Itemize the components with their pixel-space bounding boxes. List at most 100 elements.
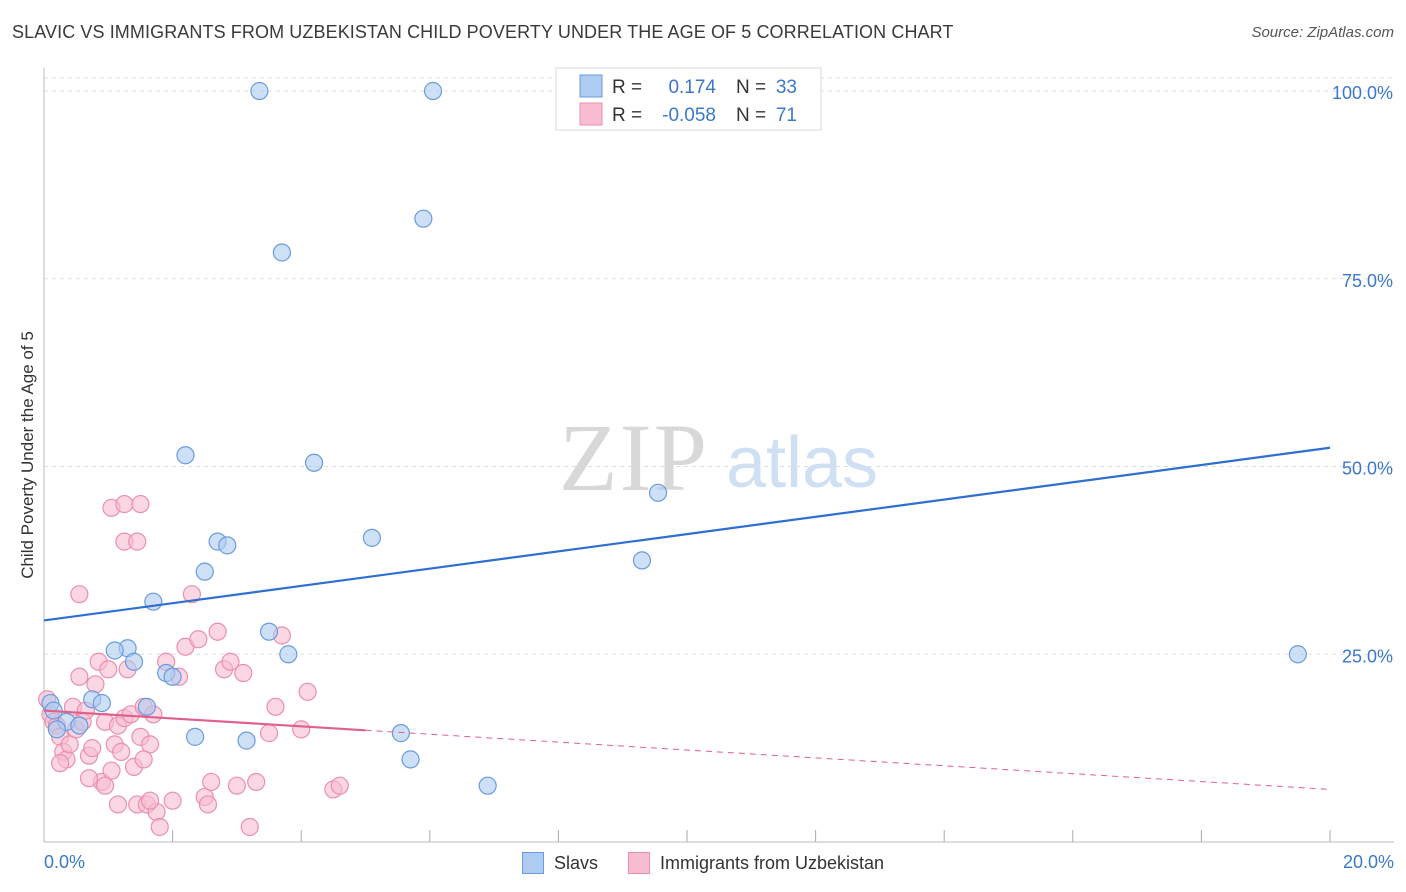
slavs-point-28 [47,720,66,739]
legend-item-immigrants[interactable]: Immigrants from Uzbekistan [627,852,885,874]
slavs-point-2 [414,209,433,228]
immigrants-point-60 [292,720,311,739]
slavs-point-5 [304,453,324,472]
immigrants-point-35 [150,817,169,837]
immigrants-point-54 [70,585,89,604]
stats-swatch-slavs [579,74,603,98]
immigrants-point-58 [131,494,150,514]
legend-label-immigrants: Immigrants from Uzbekistan [659,852,885,873]
immigrants-point-47 [227,776,246,795]
slavs-point-17 [1288,645,1307,664]
watermark-zip: ZIP [559,404,709,511]
slavs-point-10 [632,551,652,570]
immigrants-point-10 [70,667,89,686]
legend-swatch-slavs [521,852,544,874]
immigrants-point-63 [330,776,349,795]
immigrants-point-65 [108,795,128,814]
immigrants-point-49 [240,817,259,837]
slavs-point-33 [478,776,497,795]
axes [43,68,1394,843]
immigrants-point-46 [221,652,240,671]
x-tick-label-max: 20.0% [1342,852,1394,872]
immigrants-point-15 [86,675,105,694]
slavs-point-29 [186,727,205,746]
immigrants-point-50 [247,772,266,792]
slavs-point-32 [401,750,420,769]
immigrants-trend-line-solid [43,709,366,732]
immigrants-point-40 [182,585,201,604]
y-tick-labels: 25.0% 50.0% 75.0% 100.0% [1332,83,1393,666]
legend-label-slavs: Slavs [553,852,598,873]
immigrants-point-57 [115,494,134,514]
y-tick-label-0: 25.0% [1342,646,1393,666]
slavs-point-4 [176,446,195,465]
immigrants-point-61 [298,682,317,701]
series-slavs-points [41,81,1307,795]
slavs-point-24 [92,693,111,713]
immigrants-point-43 [202,772,221,792]
slavs-point-3 [272,243,292,262]
watermark-atlas: atlas [726,423,878,503]
stats-n-label-slavs: N = [736,77,766,98]
slavs-point-11 [195,562,214,581]
immigrants-point-51 [259,724,279,743]
slavs-point-25 [137,697,156,716]
slavs-point-30 [237,731,256,750]
slavs-point-1 [423,81,443,101]
stats-r-value-slavs: 0.174 [668,77,716,98]
stats-legend: R = 0.174 N = 33 R = -0.058 N = 71 [555,67,822,131]
stats-swatch-immigrants [579,102,603,126]
immigrants-point-59 [128,532,147,551]
gridlines [44,77,1394,655]
stats-n-label-immigrants: N = [736,105,766,126]
immigrants-point-69 [79,769,99,788]
slavs-point-18 [124,652,144,671]
legend-swatch-immigrants [627,852,650,874]
immigrants-point-52 [266,697,285,716]
slavs-point-9 [218,536,237,555]
x-tick-label-min: 0.0% [44,852,86,872]
stats-r-label-slavs: R = [612,77,642,98]
immigrants-point-19 [99,660,118,679]
slavs-point-16 [279,645,298,664]
immigrants-point-68 [50,754,70,773]
series-immigrants-points [38,494,349,837]
slavs-point-20 [163,667,182,686]
slavs-point-15 [105,641,124,660]
immigrants-point-20 [102,761,121,780]
trend-lines [43,446,1331,790]
immigrants-point-23 [112,742,131,761]
y-tick-label-2: 75.0% [1342,271,1393,291]
immigrants-point-44 [208,622,227,641]
chart-source: Source: ZipAtlas.com [1251,24,1394,41]
slavs-point-7 [362,528,382,547]
series-legend: Slavs Immigrants from Uzbekistan [0,852,1406,874]
slavs-point-6 [648,483,668,502]
stats-r-value-immigrants: -0.058 [662,105,716,126]
slavs-point-27 [70,716,89,735]
immigrants-point-14 [83,739,102,758]
stats-n-value-slavs: 33 [776,77,797,98]
legend-item-slavs[interactable]: Slavs [521,852,598,874]
stats-n-value-immigrants: 71 [776,105,797,126]
immigrants-trend-line-dashed [365,729,1331,790]
watermark: ZIP atlas [559,404,878,511]
slavs-point-0 [250,81,269,101]
stats-r-label-immigrants: R = [612,105,642,126]
immigrants-point-67 [198,795,218,814]
immigrants-point-70 [134,750,153,769]
y-tick-label-1: 50.0% [1342,459,1393,479]
immigrants-point-66 [140,791,160,810]
immigrants-point-48 [234,663,253,683]
immigrants-point-37 [163,791,182,810]
immigrants-point-64 [95,776,115,795]
immigrants-point-41 [189,630,208,649]
slavs-trend-line [43,446,1331,622]
chart-title: SLAVIC VS IMMIGRANTS FROM UZBEKISTAN CHI… [12,22,954,42]
immigrants-point-32 [140,735,160,754]
slavs-point-31 [391,724,410,743]
y-tick-label-3: 100.0% [1332,83,1393,103]
slavs-point-13 [259,622,279,641]
immigrants-point-7 [60,735,79,754]
